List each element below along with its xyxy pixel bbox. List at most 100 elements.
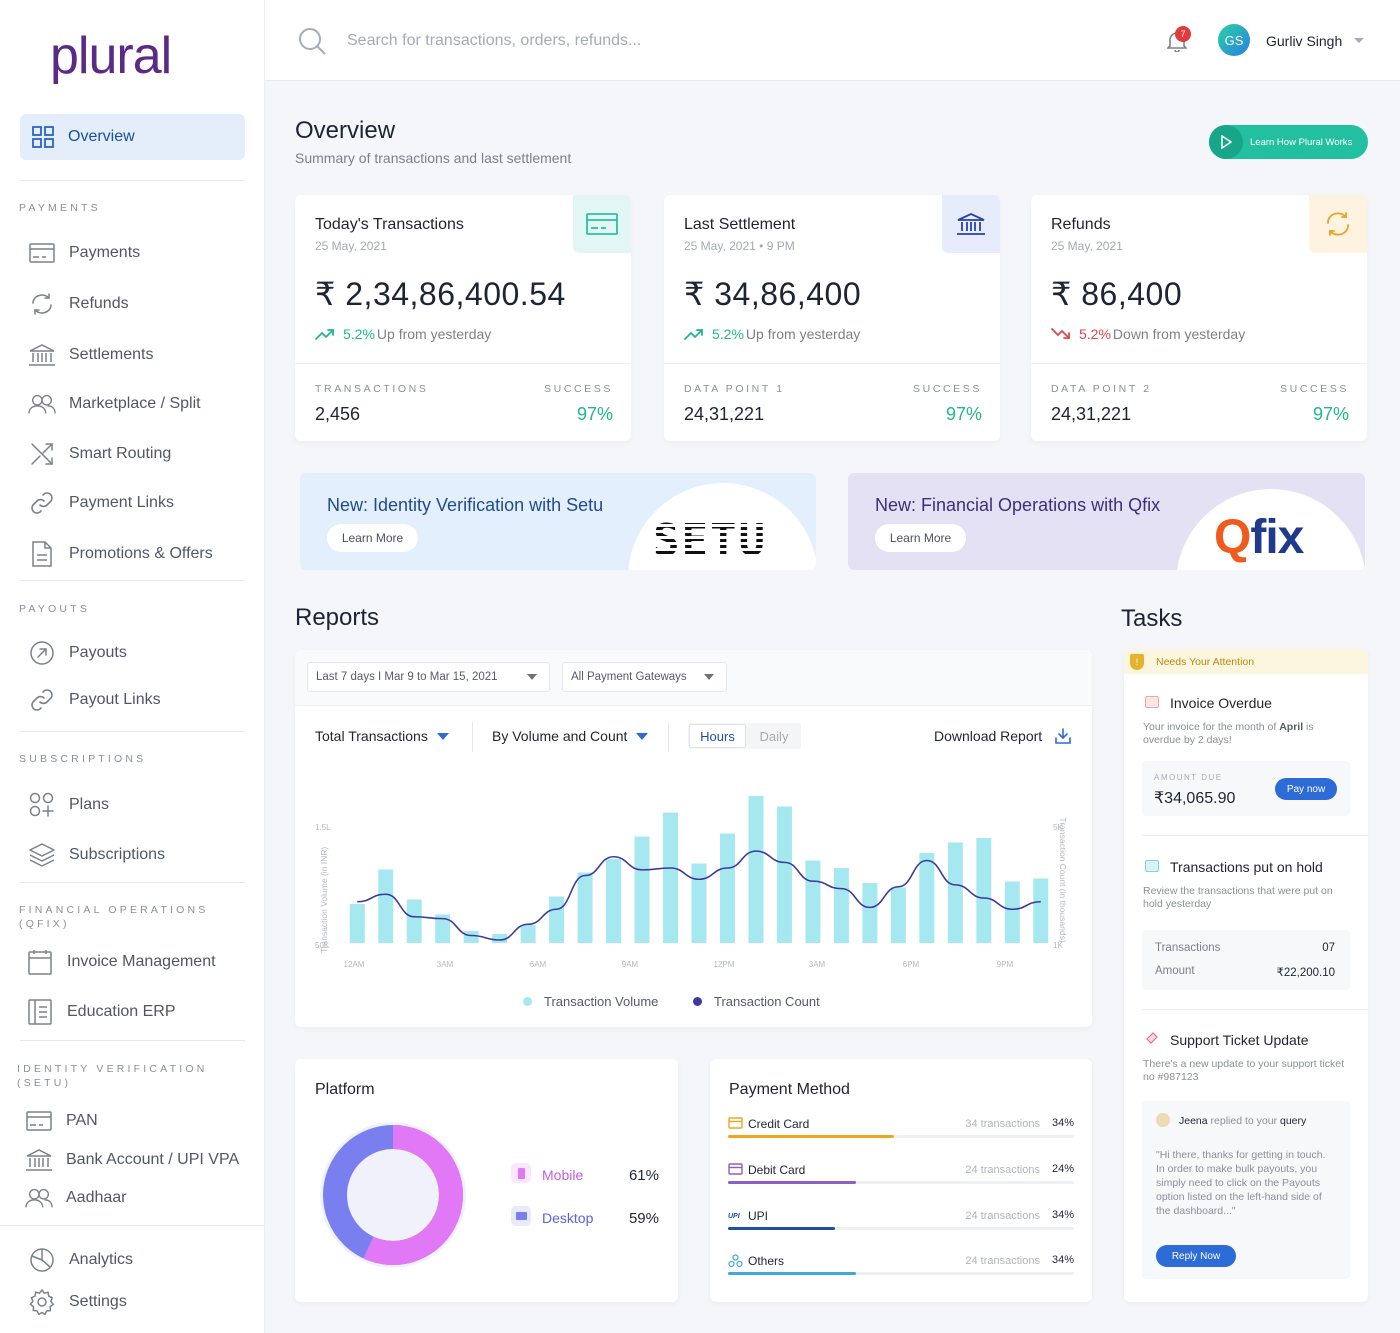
avatar[interactable]: GS [1218, 24, 1250, 56]
learn-how-label: Learn How Plural Works [1250, 136, 1353, 148]
platform-label-desktop: Desktop [542, 1210, 594, 1226]
sidebar-item-payments[interactable]: Payments [28, 238, 140, 268]
payment-method-pct: 34% [1051, 1117, 1074, 1129]
qfix-banner[interactable]: New: Financial Operations with Qfix Lear… [848, 473, 1365, 570]
sidebar-item-label: Promotions & Offers [69, 545, 213, 562]
page-title: Overview [295, 117, 396, 144]
x-tick-label: 12PM [714, 960, 735, 969]
sidebar-item-invoice-management[interactable]: Invoice Management [26, 947, 216, 977]
section-label-payments: PAYMENTS [19, 202, 101, 214]
pay-now-button[interactable]: Pay now [1275, 778, 1337, 800]
user-name[interactable]: Gurliv Singh [1266, 33, 1343, 49]
date-range-select[interactable]: Last 7 days I Mar 9 to Mar 15, 2021 [307, 662, 550, 692]
reply-now-button[interactable]: Reply Now [1156, 1245, 1236, 1267]
task-desc: There's a new update to your support tic… [1143, 1058, 1345, 1083]
card-icon [586, 213, 618, 235]
learn-how-button[interactable]: Learn How Plural Works [1209, 125, 1368, 159]
sidebar-item-aadhaar[interactable]: Aadhaar [25, 1183, 127, 1213]
kpi-icon-box [1309, 195, 1367, 253]
chevron-down-icon[interactable] [1354, 38, 1364, 43]
payment-method-count: 24 transactions [965, 1255, 1040, 1267]
section-label-finops: FINANCIAL OPERATIONS (QFIX) [19, 904, 209, 930]
hold-value: ₹22,200.10 [1276, 967, 1335, 979]
sidebar-item-label: Marketplace / Split [69, 395, 201, 412]
sidebar-item-label: Invoice Management [67, 953, 216, 970]
chart-bar [805, 860, 821, 943]
trend-up-icon [315, 328, 335, 340]
gateway-select[interactable]: All Payment Gateways [562, 662, 727, 692]
mobile-icon [511, 1163, 531, 1183]
y-tick-label: 1.5L [315, 823, 331, 832]
users-icon [25, 1184, 53, 1212]
payment-method-row-others[interactable]: Others 24 transactions 34% [728, 1254, 1074, 1294]
kpi-left-value: 24,31,221 [684, 404, 765, 424]
sidebar-item-analytics[interactable]: Analytics [28, 1245, 133, 1275]
qfix-logo: Qfix [1214, 511, 1304, 564]
attention-label: Needs Your Attention [1156, 655, 1255, 668]
x-tick-label: 6PM [903, 960, 920, 969]
chart-bar [463, 931, 479, 943]
page-subtitle: Summary of transactions and last settlem… [295, 150, 572, 166]
sidebar-item-subscriptions[interactable]: Subscriptions [28, 840, 165, 870]
sidebar-item-pan[interactable]: PAN [25, 1106, 98, 1136]
calendar-icon [26, 948, 54, 976]
hold-label: Amount [1155, 965, 1195, 977]
sidebar-item-payment-links[interactable]: Payment Links [28, 488, 174, 518]
kpi-change: 5.2% Down from yesterday [1051, 326, 1245, 342]
kpi-left-label: TRANSACTIONS [315, 383, 429, 395]
sidebar-item-education-erp[interactable]: Education ERP [26, 997, 176, 1027]
progress-fill [728, 1181, 857, 1184]
sidebar-item-label: Aadhaar [66, 1189, 127, 1206]
legend-swatch [693, 997, 702, 1006]
users-icon [28, 390, 56, 418]
chart-bar [663, 812, 679, 943]
divider [1142, 835, 1368, 836]
sidebar-item-payout-links[interactable]: Payout Links [28, 685, 161, 715]
sidebar-item-refunds[interactable]: Refunds [28, 289, 129, 319]
sidebar-item-overview[interactable]: Overview [20, 114, 245, 160]
play-icon [1209, 125, 1243, 159]
progress-track [728, 1135, 1074, 1138]
metric-select[interactable]: Total Transactions [315, 728, 449, 744]
search-input[interactable]: Search for transactions, orders, refunds… [347, 32, 642, 49]
sidebar-item-settlements[interactable]: Settlements [28, 340, 153, 370]
hold-value: 07 [1322, 942, 1335, 954]
mode-select[interactable]: By Volume and Count [492, 728, 649, 744]
tasks-panel: ! Needs Your Attention Invoice Overdue Y… [1124, 649, 1368, 1302]
toggle-daily[interactable]: Daily [759, 728, 789, 744]
download-report-button[interactable]: Download Report [934, 728, 1071, 744]
kpi-date: 25 May, 2021 [1051, 239, 1123, 253]
shuffle-icon [28, 440, 56, 468]
sidebar-item-settings[interactable]: Settings [28, 1287, 127, 1317]
plural-logo[interactable]: plural [50, 22, 200, 98]
sidebar-item-plans[interactable]: Plans [28, 790, 109, 820]
toggle-hours[interactable]: Hours [689, 724, 746, 748]
learn-more-button[interactable]: Learn More [327, 524, 418, 552]
setu-banner[interactable]: New: Identity Verification with Setu Lea… [300, 473, 816, 570]
section-label-payouts: PAYOUTS [19, 603, 91, 615]
x-tick-label: 9AM [622, 960, 639, 969]
divider [0, 1225, 265, 1226]
learn-more-button[interactable]: Learn More [875, 524, 966, 552]
divider [20, 882, 245, 883]
payment-method-row-upi[interactable]: UPI UPI 24 transactions 34% [728, 1209, 1074, 1249]
sidebar-item-smart-routing[interactable]: Smart Routing [28, 439, 171, 469]
search-icon[interactable] [297, 26, 327, 56]
platform-card: Platform Mobile 61% Desktop 59% [295, 1059, 678, 1302]
sidebar-item-payouts[interactable]: Payouts [28, 638, 127, 668]
x-tick-label: 12AM [344, 960, 365, 969]
sidebar-item-promotions[interactable]: Promotions & Offers [28, 539, 213, 569]
chart-bar [378, 869, 394, 943]
payment-method-pct: 34% [1051, 1254, 1074, 1266]
payment-method-row-debit-card[interactable]: Debit Card 24 transactions 24% [728, 1163, 1074, 1203]
notification-badge: 7 [1175, 26, 1191, 42]
payment-method-pct: 24% [1051, 1163, 1074, 1175]
sidebar-item-bank-account[interactable]: Bank Account / UPI VPA [25, 1145, 239, 1175]
hold-label: Transactions [1155, 942, 1221, 954]
card-icon [25, 1107, 53, 1135]
payment-method-row-credit-card[interactable]: Credit Card 34 transactions 34% [728, 1117, 1074, 1157]
shield-icon: ! [1130, 653, 1144, 670]
sidebar-item-marketplace[interactable]: Marketplace / Split [28, 389, 201, 419]
credit-card-icon [728, 1117, 743, 1131]
ticket-icon [1145, 1031, 1159, 1045]
